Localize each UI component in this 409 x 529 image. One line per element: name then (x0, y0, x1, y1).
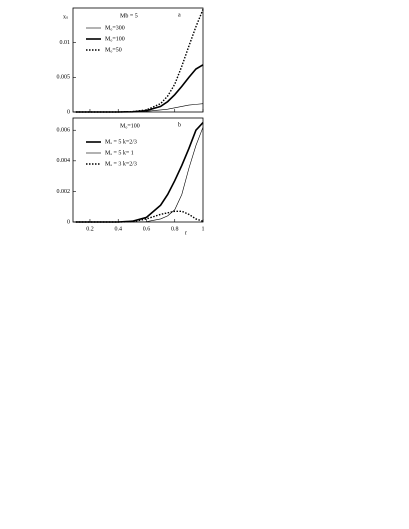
x-tick-label: 1 (202, 226, 205, 232)
legend-label: M₀=100 (105, 36, 125, 42)
x-axis-label: r (185, 230, 187, 236)
annotation: Mb = 5 (120, 13, 138, 19)
y-tick-label: 0.004 (57, 158, 71, 164)
legend-label: Mₐ = 5 k= 1 (105, 150, 134, 156)
x-tick-label: 0.2 (86, 226, 94, 232)
y-axis-label: xₛ (63, 14, 68, 20)
y-tick-label: 0 (67, 109, 70, 115)
legend-label: Mₐ = 3 k=2/3 (105, 161, 137, 167)
series-line (75, 64, 204, 113)
y-tick-label: 0.006 (57, 128, 71, 134)
series-line (75, 122, 204, 223)
legend-label: Mₐ = 5 k=2/3 (105, 139, 137, 145)
annotation: M₀=100 (120, 123, 140, 129)
legend-label: M₀=50 (105, 47, 122, 53)
plot-frame (72, 117, 204, 223)
legend-label: M₀=300 (105, 25, 125, 31)
panel-label: b (178, 122, 181, 128)
panel-label: a (178, 12, 181, 18)
x-tick-label: 0.6 (143, 226, 151, 232)
series-line (75, 9, 204, 113)
y-tick-label: 0 (67, 219, 70, 225)
x-tick-label: 0.4 (114, 226, 122, 232)
y-tick-label: 0.01 (60, 40, 71, 46)
x-tick-label: 0.8 (171, 226, 179, 232)
y-tick-label: 0.002 (57, 189, 71, 195)
y-tick-label: 0.005 (57, 75, 71, 81)
series-line (75, 210, 204, 223)
